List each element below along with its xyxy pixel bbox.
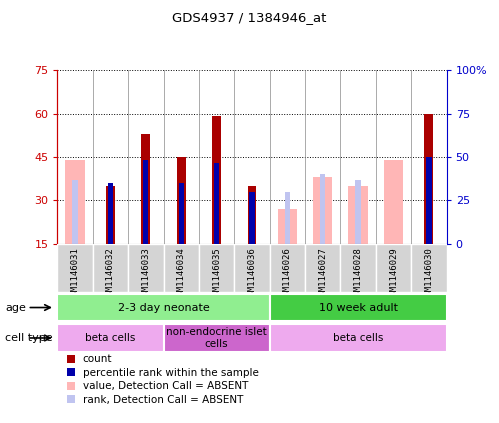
- Text: percentile rank within the sample: percentile rank within the sample: [83, 368, 258, 378]
- Bar: [376, 244, 411, 292]
- Text: 2-3 day neonate: 2-3 day neonate: [118, 302, 210, 313]
- Bar: [164, 244, 199, 292]
- Bar: [128, 244, 164, 292]
- Text: GSM1146027: GSM1146027: [318, 247, 327, 301]
- Bar: [57, 294, 269, 321]
- Text: beta cells: beta cells: [333, 333, 383, 343]
- Text: GSM1146034: GSM1146034: [177, 247, 186, 301]
- Bar: [285, 192, 290, 244]
- Bar: [235, 244, 269, 292]
- Bar: [164, 324, 269, 352]
- Bar: [93, 244, 128, 292]
- Bar: [65, 160, 85, 244]
- Bar: [305, 244, 340, 292]
- Bar: [384, 160, 403, 244]
- Text: GSM1146031: GSM1146031: [70, 247, 79, 301]
- Bar: [340, 244, 376, 292]
- Text: GSM1146030: GSM1146030: [425, 247, 434, 301]
- Text: rank, Detection Call = ABSENT: rank, Detection Call = ABSENT: [83, 395, 243, 405]
- Bar: [313, 177, 332, 244]
- Bar: [143, 160, 149, 244]
- Bar: [212, 116, 221, 244]
- Bar: [250, 192, 254, 244]
- Bar: [177, 157, 186, 244]
- Bar: [355, 180, 361, 244]
- Bar: [108, 183, 113, 244]
- Bar: [348, 186, 368, 244]
- Text: GSM1146029: GSM1146029: [389, 247, 398, 301]
- Text: cell type: cell type: [5, 333, 52, 343]
- Bar: [411, 244, 447, 292]
- Text: beta cells: beta cells: [85, 333, 136, 343]
- Text: age: age: [5, 302, 26, 313]
- Bar: [106, 186, 115, 244]
- Text: GSM1146032: GSM1146032: [106, 247, 115, 301]
- Text: GSM1146036: GSM1146036: [248, 247, 256, 301]
- Text: 10 week adult: 10 week adult: [319, 302, 398, 313]
- Bar: [425, 114, 433, 244]
- Text: GSM1146028: GSM1146028: [354, 247, 363, 301]
- Bar: [426, 157, 432, 244]
- Text: count: count: [83, 354, 112, 364]
- Bar: [277, 209, 297, 244]
- Text: GSM1146035: GSM1146035: [212, 247, 221, 301]
- Bar: [179, 183, 184, 244]
- Bar: [269, 324, 447, 352]
- Bar: [141, 134, 150, 244]
- Bar: [269, 294, 447, 321]
- Bar: [199, 244, 235, 292]
- Bar: [57, 324, 164, 352]
- Text: value, Detection Call = ABSENT: value, Detection Call = ABSENT: [83, 382, 248, 391]
- Bar: [248, 186, 256, 244]
- Bar: [269, 244, 305, 292]
- Text: GSM1146033: GSM1146033: [141, 247, 150, 301]
- Bar: [57, 244, 93, 292]
- Text: GDS4937 / 1384946_at: GDS4937 / 1384946_at: [172, 11, 327, 24]
- Bar: [72, 180, 78, 244]
- Bar: [320, 174, 325, 244]
- Text: GSM1146026: GSM1146026: [283, 247, 292, 301]
- Bar: [214, 163, 219, 244]
- Text: non-endocrine islet
cells: non-endocrine islet cells: [166, 327, 267, 349]
